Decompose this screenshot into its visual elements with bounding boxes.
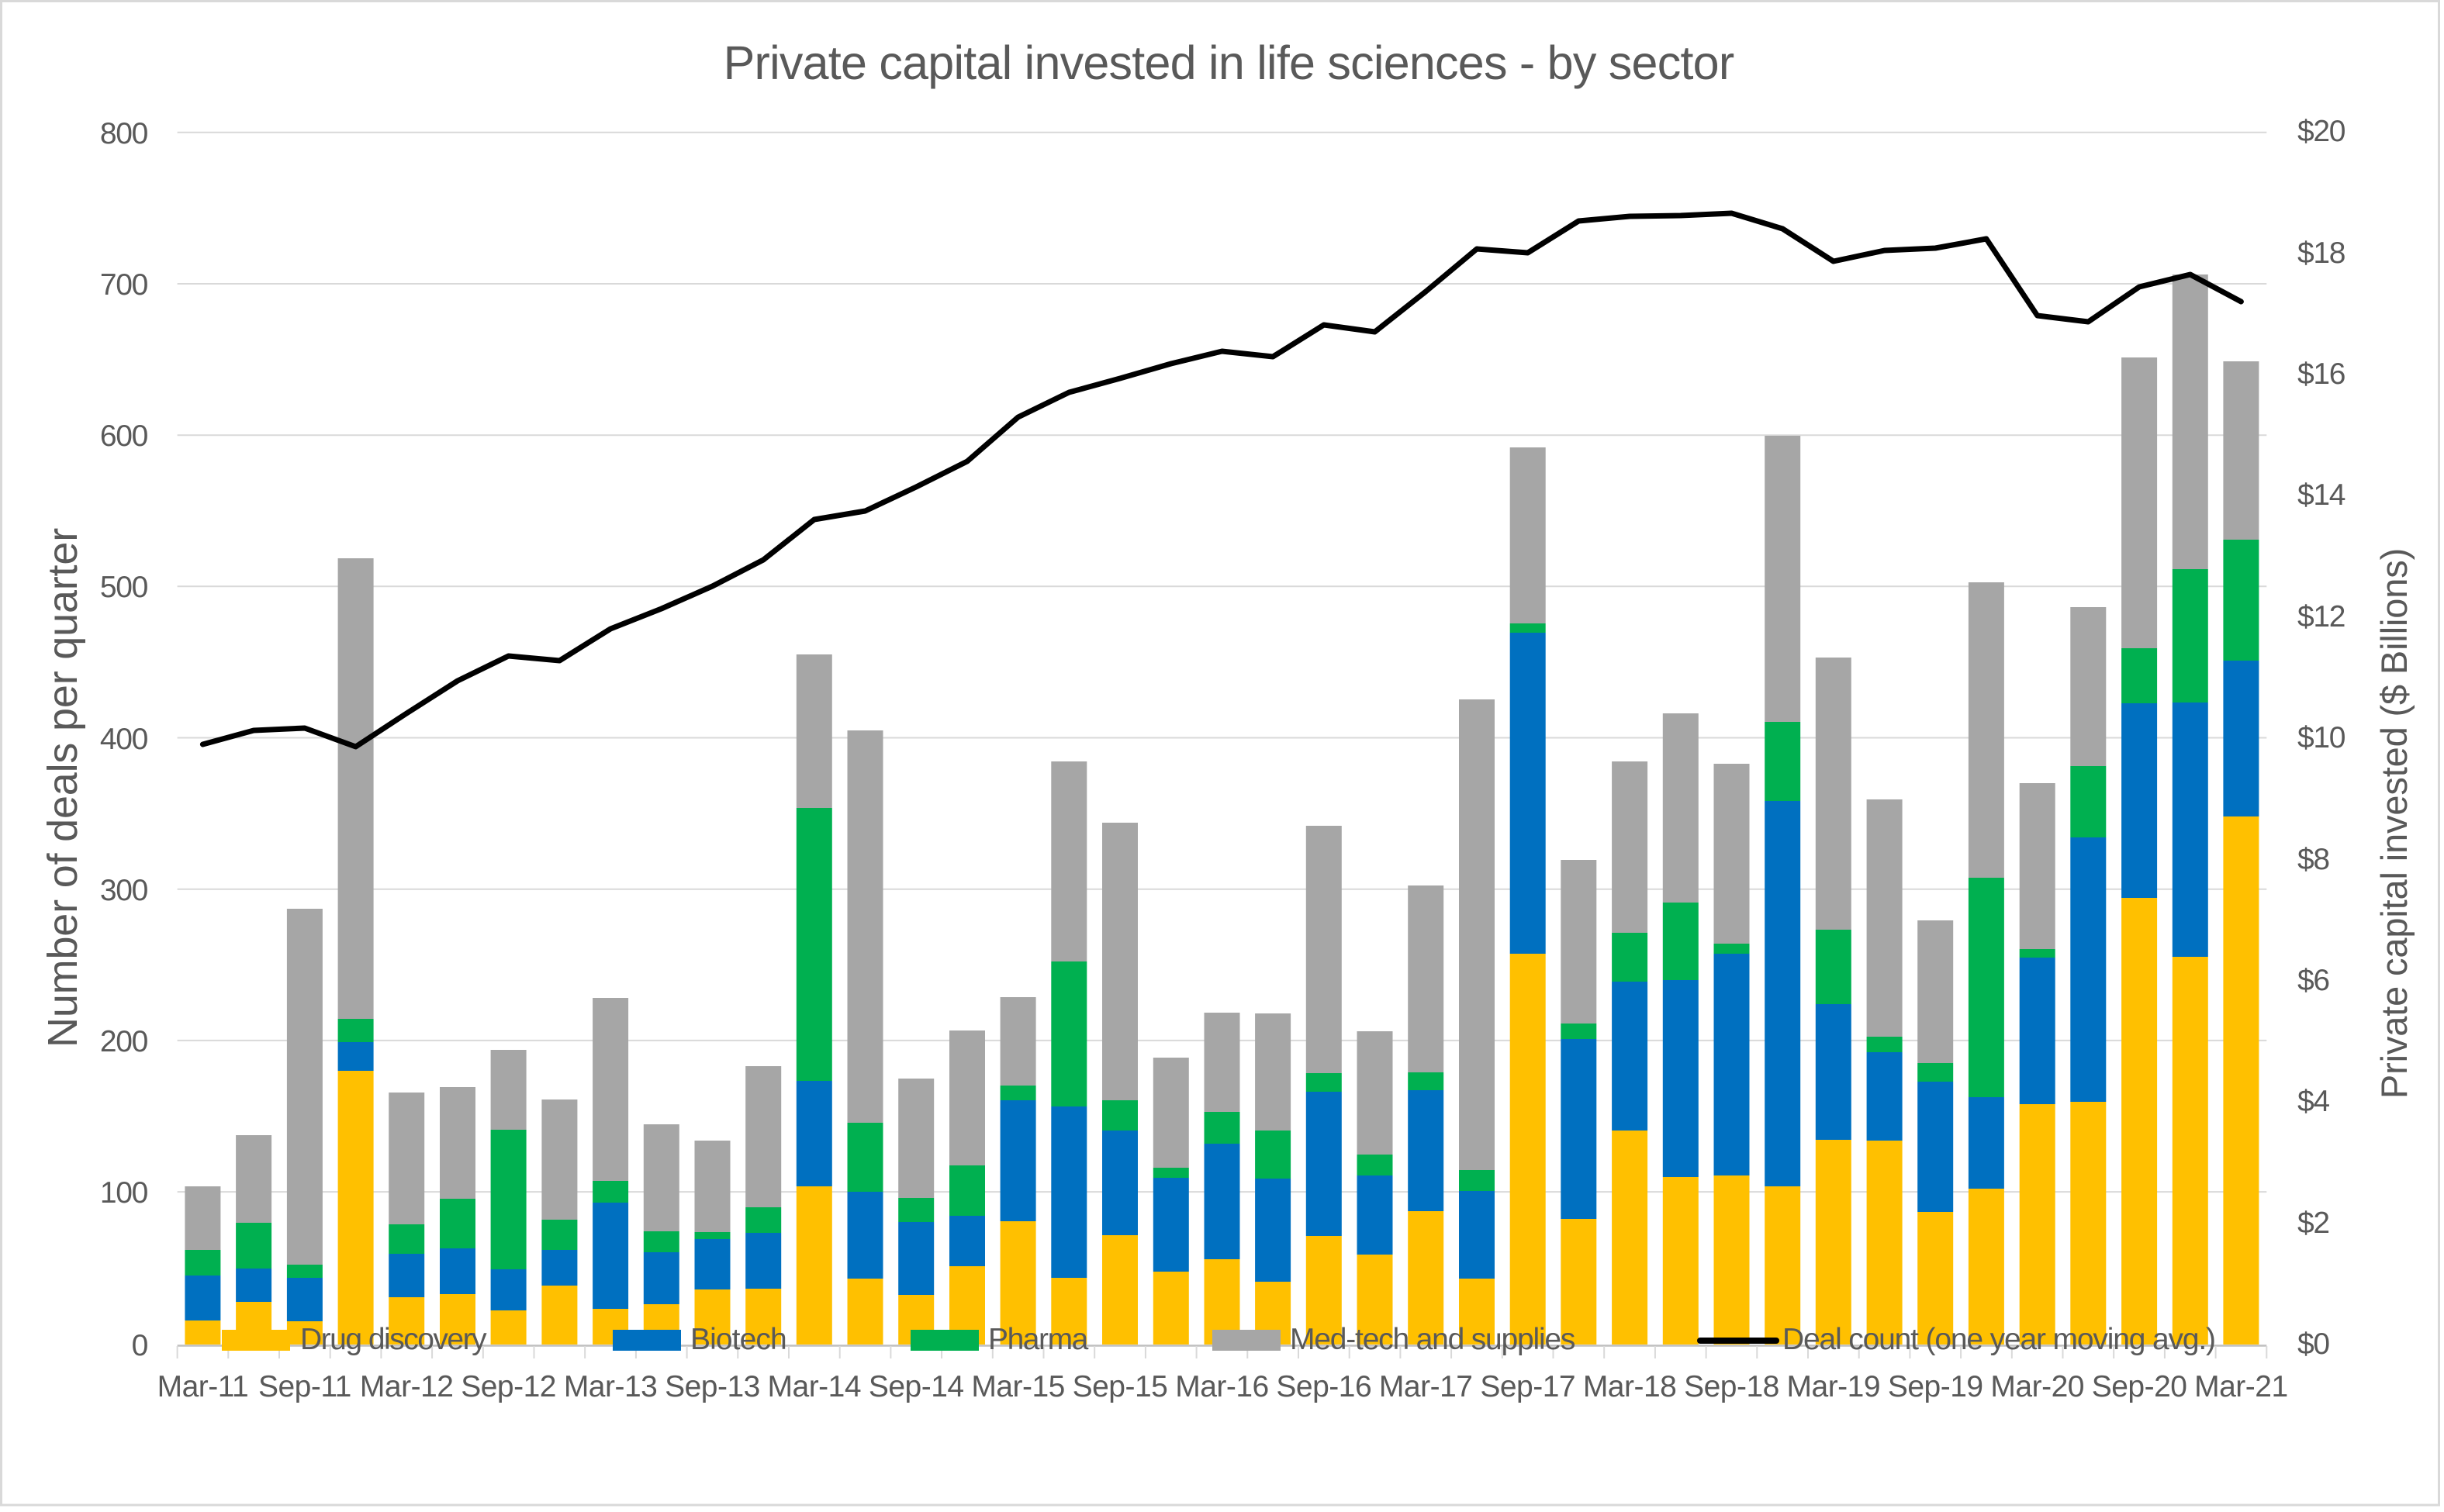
- svg-text:$8: $8: [2297, 843, 2329, 876]
- svg-text:Biotech: Biotech: [690, 1323, 786, 1356]
- svg-text:$2: $2: [2297, 1206, 2329, 1240]
- svg-text:Sep-16: Sep-16: [1276, 1370, 1371, 1403]
- svg-text:Mar-14: Mar-14: [768, 1370, 862, 1403]
- svg-text:100: 100: [100, 1176, 148, 1210]
- svg-text:Mar-18: Mar-18: [1583, 1370, 1677, 1403]
- svg-text:Mar-12: Mar-12: [360, 1370, 454, 1403]
- svg-text:Sep-17: Sep-17: [1480, 1370, 1575, 1403]
- svg-text:$20: $20: [2297, 115, 2345, 148]
- svg-text:300: 300: [100, 874, 148, 907]
- svg-text:Sep-12: Sep-12: [461, 1370, 556, 1403]
- svg-text:Sep-18: Sep-18: [1684, 1370, 1779, 1403]
- svg-text:400: 400: [100, 723, 148, 756]
- svg-text:Drug discovery: Drug discovery: [300, 1323, 487, 1356]
- svg-text:600: 600: [100, 419, 148, 453]
- svg-text:$14: $14: [2297, 478, 2345, 512]
- svg-text:Number of deals per quarter: Number of deals per quarter: [40, 528, 86, 1048]
- svg-text:Mar-13: Mar-13: [564, 1370, 658, 1403]
- svg-text:Mar-11: Mar-11: [157, 1370, 249, 1403]
- svg-text:Sep-20: Sep-20: [2092, 1370, 2187, 1403]
- svg-text:Sep-14: Sep-14: [869, 1370, 964, 1403]
- svg-text:Private capital invested ($ Bi: Private capital invested ($ Billions): [2373, 548, 2415, 1099]
- svg-text:Mar-20: Mar-20: [1990, 1370, 2084, 1403]
- svg-text:$10: $10: [2297, 721, 2345, 754]
- svg-text:500: 500: [100, 571, 148, 604]
- svg-text:Sep-13: Sep-13: [665, 1370, 760, 1403]
- svg-text:Deal count (one year moving av: Deal count (one year moving avg.): [1782, 1323, 2215, 1356]
- svg-text:$12: $12: [2297, 600, 2345, 633]
- svg-text:Sep-15: Sep-15: [1073, 1370, 1168, 1403]
- svg-text:Sep-19: Sep-19: [1888, 1370, 1983, 1403]
- svg-text:Mar-15: Mar-15: [971, 1370, 1065, 1403]
- svg-text:Med-tech and supplies: Med-tech and supplies: [1290, 1323, 1575, 1356]
- svg-text:0: 0: [132, 1329, 148, 1362]
- svg-text:$6: $6: [2297, 964, 2329, 997]
- svg-text:$4: $4: [2297, 1085, 2329, 1118]
- svg-text:Mar-21: Mar-21: [2194, 1370, 2288, 1403]
- svg-text:Pharma: Pharma: [988, 1323, 1089, 1356]
- svg-text:$0: $0: [2297, 1327, 2329, 1361]
- svg-text:700: 700: [100, 268, 148, 302]
- svg-text:Mar-17: Mar-17: [1379, 1370, 1473, 1403]
- svg-text:$16: $16: [2297, 357, 2345, 391]
- svg-text:Private capital invested in li: Private capital invested in life science…: [724, 36, 1734, 89]
- svg-text:Mar-16: Mar-16: [1175, 1370, 1269, 1403]
- svg-text:$18: $18: [2297, 236, 2345, 270]
- svg-text:Mar-19: Mar-19: [1787, 1370, 1881, 1403]
- svg-text:200: 200: [100, 1025, 148, 1058]
- svg-text:800: 800: [100, 117, 148, 150]
- svg-text:Sep-11: Sep-11: [258, 1370, 351, 1403]
